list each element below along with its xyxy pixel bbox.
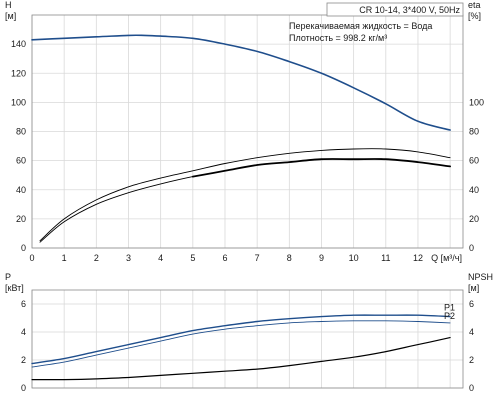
y-axis-title-right: [м]: [468, 283, 479, 293]
x-tick-label: 11: [381, 253, 390, 263]
y-tick-label-left: 4: [21, 327, 26, 337]
y-tick-label-right: 40: [469, 185, 479, 195]
x-tick-label: 0: [29, 253, 34, 263]
series-line: [31, 337, 451, 381]
x-tick-label: 1: [62, 253, 67, 263]
chart-note: Перекачиваемая жидкость = Вода: [289, 21, 432, 31]
y-tick-label-left: 0: [21, 243, 26, 253]
chart-note: Плотность = 998.2 кг/м³: [289, 33, 387, 43]
x-tick-label: 6: [222, 253, 227, 263]
y-tick-label-right: 20: [469, 214, 479, 224]
x-tick-label: 8: [287, 253, 292, 263]
y-tick-label-right: 2: [469, 355, 474, 365]
x-tick-label: 12: [413, 253, 423, 263]
x-tick-label: 2: [94, 253, 99, 263]
y-axis-title-right: NPSH: [468, 272, 493, 282]
y-axis-title-right: eta: [468, 0, 481, 10]
y-tick-label-left: 80: [16, 127, 26, 137]
y-axis-title-right: [%]: [468, 11, 481, 21]
y-tick-label-left: 120: [11, 68, 26, 78]
y-tick-label-right: 80: [469, 127, 479, 137]
x-tick-label: 7: [255, 253, 260, 263]
x-tick-label: 5: [190, 253, 195, 263]
y-tick-label-left: 2: [21, 355, 26, 365]
y-tick-label-left: 100: [11, 97, 26, 107]
y-tick-label-right: 0: [469, 383, 474, 393]
y-tick-label-left: 6: [21, 299, 26, 309]
series-line: [191, 158, 451, 178]
y-tick-label-right: 0: [469, 243, 474, 253]
x-tick-label: 4: [158, 253, 163, 263]
y-tick-label-left: 20: [16, 214, 26, 224]
series-line: [31, 314, 451, 365]
x-axis-title: Q [м³/ч]: [431, 253, 462, 263]
y-tick-label-right: 100: [469, 97, 484, 107]
series-line: [31, 34, 451, 131]
series-line: [31, 320, 451, 368]
y-tick-label-right: 60: [469, 156, 479, 166]
x-tick-label: 10: [349, 253, 359, 263]
series-line: [39, 148, 451, 242]
y-tick-label-right: 6: [469, 299, 474, 309]
y-tick-label-left: 140: [11, 39, 26, 49]
x-tick-label: 9: [319, 253, 324, 263]
chart-title: CR 10-14, 3*400 V, 50Hz: [359, 5, 460, 15]
y-tick-label-right: 4: [469, 327, 474, 337]
plot-frame: [31, 289, 464, 389]
series-label: P2: [444, 311, 455, 321]
y-tick-label-left: 60: [16, 156, 26, 166]
y-axis-title-left: [м]: [5, 11, 16, 21]
x-tick-label: 3: [126, 253, 131, 263]
series-label: P1: [444, 303, 455, 313]
series-line: [39, 158, 451, 243]
y-axis-title-left: P: [5, 272, 11, 282]
y-axis-title-left: H: [5, 0, 12, 10]
y-axis-title-left: [кВт]: [5, 283, 24, 293]
title-box: [326, 2, 464, 17]
plot-frame: [31, 14, 464, 249]
y-tick-label-left: 0: [21, 383, 26, 393]
y-tick-label-left: 40: [16, 185, 26, 195]
